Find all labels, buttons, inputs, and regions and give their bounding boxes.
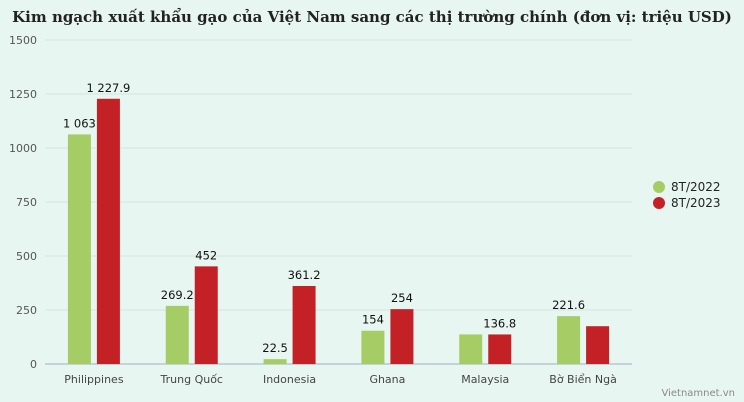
x-tick-label: Indonesia	[263, 373, 316, 386]
chart-title: Kim ngạch xuất khẩu gạo của Việt Nam san…	[12, 8, 732, 26]
bar-series2	[390, 309, 414, 364]
y-tick-label: 500	[16, 250, 37, 263]
bar-series2	[194, 266, 218, 364]
x-tick-label: Malaysia	[461, 373, 509, 386]
legend-marker[interactable]	[653, 197, 665, 209]
y-tick-label: 1250	[9, 88, 37, 101]
data-label: 361.2	[288, 268, 321, 282]
x-tick-label: Philippines	[64, 373, 124, 386]
data-label: 221.6	[552, 298, 585, 312]
credit-text: Vietnamnet.vn	[661, 388, 735, 399]
legend-label[interactable]: 8T/2023	[671, 196, 721, 210]
y-tick-label: 1500	[9, 34, 37, 47]
data-label: 22.5	[262, 341, 288, 355]
y-tick-label: 750	[16, 196, 37, 209]
bar-series2	[586, 326, 610, 364]
x-tick-label: Ghana	[369, 373, 405, 386]
legend-marker[interactable]	[653, 181, 665, 193]
bar-series1	[361, 330, 385, 364]
bar-series1	[557, 316, 581, 364]
legend-label[interactable]: 8T/2022	[671, 180, 721, 194]
bar-series2	[96, 98, 120, 365]
bar-series1	[459, 334, 483, 364]
bar-series2	[488, 334, 512, 364]
data-label: 154	[362, 313, 384, 327]
data-label: 1 063	[63, 116, 96, 130]
data-label: 1 227.9	[86, 81, 130, 95]
bar-series1	[165, 305, 189, 364]
data-label: 452	[195, 248, 217, 262]
bar-series2	[292, 285, 316, 364]
y-tick-label: 0	[30, 358, 37, 371]
y-tick-label: 1000	[9, 142, 37, 155]
data-label: 136.8	[483, 316, 516, 330]
bar-series1	[263, 359, 287, 364]
data-label: 254	[391, 291, 413, 305]
data-label: 269.2	[161, 288, 194, 302]
bar-series1	[67, 134, 91, 364]
x-tick-label: Bờ Biển Ngà	[549, 373, 617, 386]
y-tick-label: 250	[16, 304, 37, 317]
x-tick-label: Trung Quốc	[160, 373, 223, 386]
